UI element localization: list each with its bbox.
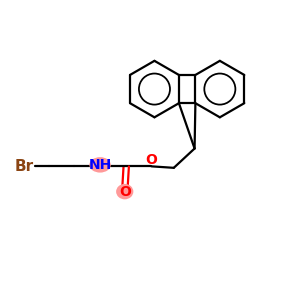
Text: Br: Br: [15, 159, 34, 174]
Text: NH: NH: [88, 158, 112, 172]
Ellipse shape: [89, 157, 111, 172]
Ellipse shape: [116, 184, 134, 199]
Text: O: O: [119, 184, 131, 199]
Text: O: O: [146, 153, 158, 167]
